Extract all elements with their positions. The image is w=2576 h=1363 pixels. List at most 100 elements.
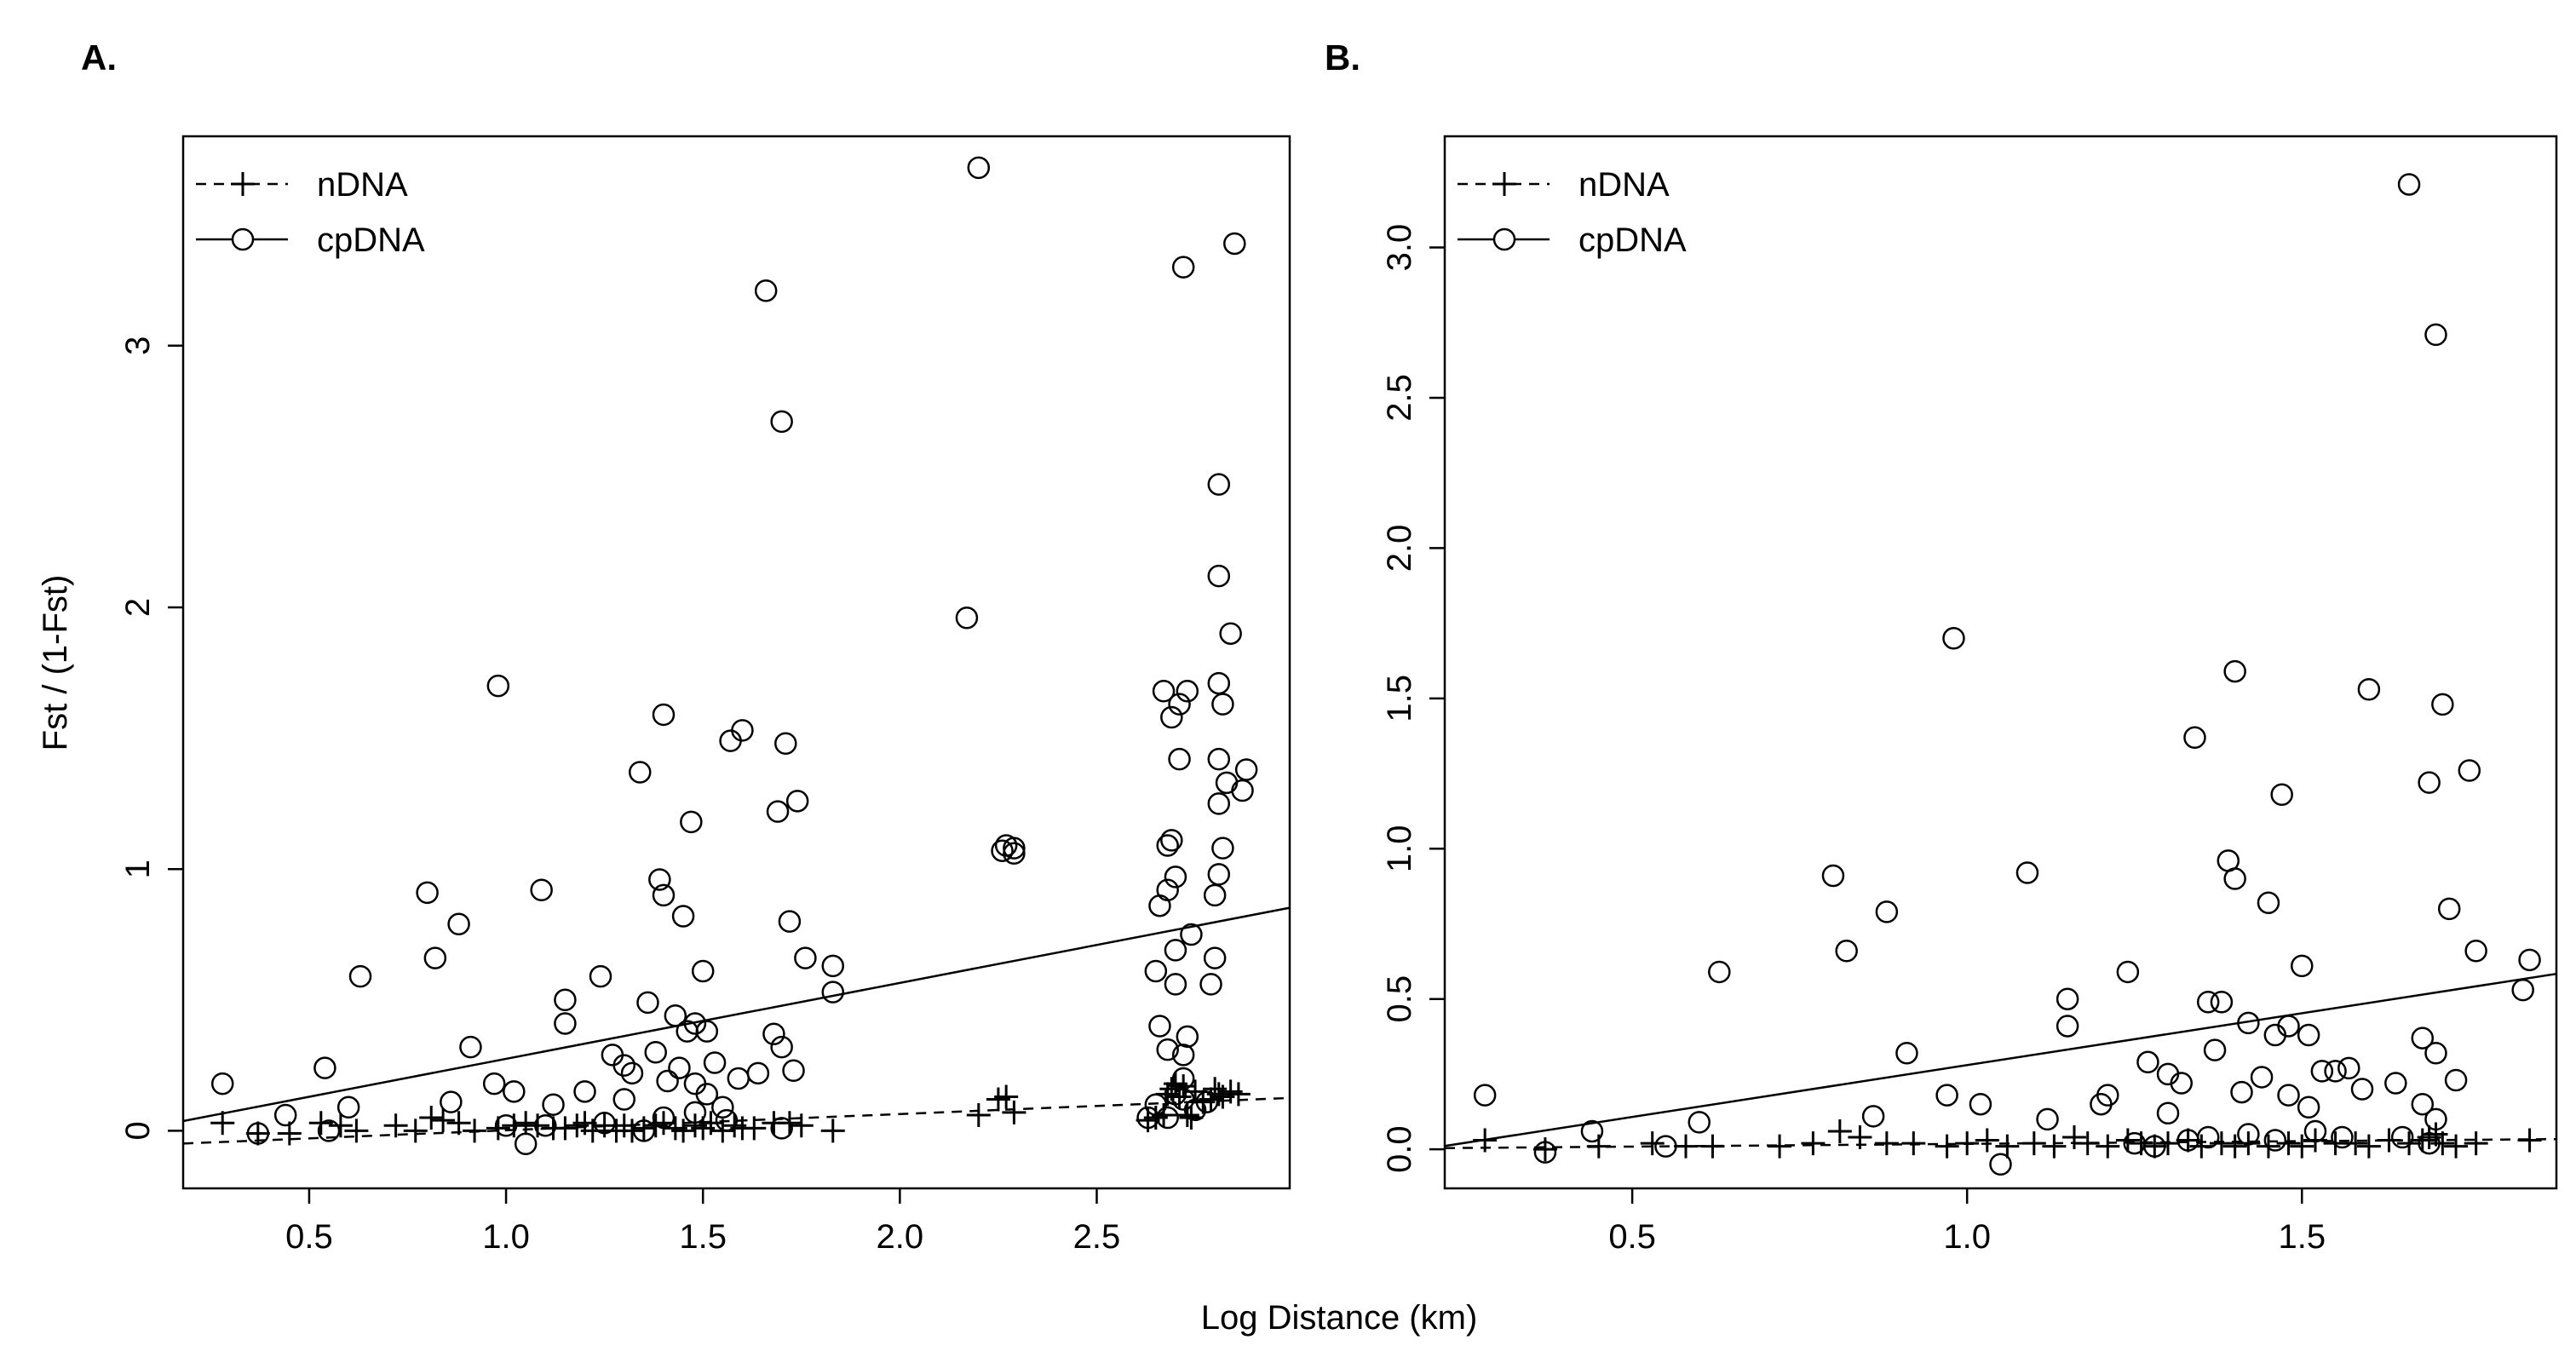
legend-a-cpdna-label: cpDNA (317, 221, 425, 259)
panel-a-cpdna-point (1211, 693, 1234, 716)
panel-a-cpdna-point (821, 954, 845, 978)
panel-a-cpdna-point (652, 703, 676, 727)
panel-a-cpdna-point (459, 1035, 482, 1059)
panel-a-cpdna-point (1156, 834, 1179, 857)
panel-b-ndna-point (2142, 1134, 2167, 1159)
panel-a-cpdna-point (486, 674, 510, 698)
panel-b-ndna-point (1700, 1134, 1725, 1159)
panel-b-cpdna-point (2418, 771, 2441, 794)
panel-b-ndna-point (2075, 1131, 2100, 1156)
panel-a-y-ticks: 0 1 2 3 (119, 336, 183, 1141)
panel-b-ndna-point (2430, 1131, 2455, 1156)
panel-a-cpdna-point (778, 910, 802, 933)
panel-b-ndna-point (2323, 1131, 2348, 1156)
panel-b-plot-frame (1443, 135, 2558, 1190)
panel-b-cpdna-point (1895, 1041, 1918, 1065)
panel-a-y-tick-label: 1 (119, 860, 157, 878)
legend-b-ndna-label: nDNA (1578, 166, 1670, 204)
panel-b-label: B. (1325, 37, 1360, 78)
panel-b-cpdna-point (1989, 1153, 2012, 1176)
panel-b-cpdna-point (2277, 1084, 2300, 1107)
panel-a-ndna-point (1152, 1102, 1176, 1127)
panel-a-cpdna-point (785, 790, 809, 813)
panel-a-ndna-point (486, 1116, 510, 1141)
panel-b-ndna-point (2377, 1128, 2401, 1153)
panel-b-ndna-point (2222, 1134, 2247, 1159)
x-axis-title: Log Distance (km) (1201, 1299, 1478, 1337)
panel-a-ndna-point (710, 1119, 735, 1143)
panel-b-cpdna-point (2056, 1015, 2079, 1038)
panel-a-ndna-point (514, 1111, 538, 1136)
panel-a-cpdna-point (1207, 564, 1231, 588)
panel-b-legend: nDNA cpDNA (1458, 166, 1687, 259)
legend-b-cpdna-label: cpDNA (1578, 221, 1687, 259)
panel-b-cpdna-point (2015, 861, 2039, 884)
panel-b-ndna-point (1640, 1131, 1665, 1156)
panel-a-cpdna-regression-line (182, 906, 1291, 1123)
panel-b-cpdna-point (2357, 678, 2381, 701)
panel-b-cpdna-point (1942, 627, 1965, 650)
panel-a-cpdna-point (1207, 473, 1231, 496)
panel-a-cpdna-point (727, 1067, 750, 1090)
panel-b-cpdna-point (2237, 1011, 2260, 1035)
panel-a-cpdna-point (1168, 747, 1191, 771)
panel-a-cpdna-point (1148, 1015, 1171, 1038)
panel-a-x-tick-label: 2.5 (1073, 1218, 1121, 1256)
panel-a-cpdna-point (703, 1051, 727, 1074)
panel-a-cpdna-point (1203, 946, 1227, 969)
panel-a-cpdna-point (644, 1040, 667, 1064)
panel-a-points (210, 156, 1258, 1156)
panel-b-cpdna-point (2056, 987, 2079, 1010)
panel-b-cpdna-point (2156, 1101, 2180, 1125)
panel-a-cpdna-point (542, 1093, 565, 1116)
panel-a-x-tick-label: 2.0 (877, 1218, 924, 1256)
panel-b-cpdna-point (2424, 323, 2447, 347)
legend-b-plus-marker (1492, 172, 1516, 196)
panel-b-y-tick-label: 2.0 (1381, 525, 1418, 572)
panel-a-cpdna-point (573, 1080, 596, 1103)
panel-a-cpdna-point (1223, 232, 1246, 256)
panel-b-ndna-point (1674, 1134, 1699, 1159)
panel-b-cpdna-point (2136, 1050, 2159, 1074)
panel-a-cpdna-point (348, 964, 372, 988)
panel-b-cpdna-point (2291, 954, 2314, 978)
panel-b-cpdna-point (2263, 1129, 2287, 1152)
panel-b-x-tick-label: 1.5 (2278, 1218, 2326, 1256)
panel-b-ndna-point (2021, 1131, 2046, 1156)
panel-a-ndna-point (1226, 1082, 1251, 1107)
panel-a-cpdna-point (1203, 883, 1227, 907)
panel-a-cpdna-point (636, 991, 659, 1015)
panel-a-x-ticks: 0.5 1.0 1.5 2.0 2.5 (285, 1188, 1120, 1256)
panel-a-cpdna-point (440, 1090, 463, 1113)
panel-a-ndna-point (383, 1113, 408, 1138)
panel-b-cpdna-point (2331, 1125, 2354, 1149)
panel-b-ndna-point (1801, 1131, 1826, 1156)
panel-a-cpdna-point (601, 1044, 624, 1067)
panel-a-ndna-point (277, 1121, 302, 1146)
panel-b-cpdna-point (1835, 939, 1858, 963)
panel-b-cpdna-point (2250, 1066, 2274, 1089)
panel-b-cpdna-point (2196, 990, 2220, 1014)
panel-b-y-tick-label: 2.5 (1381, 374, 1418, 422)
panel-a-cpdna-point (1207, 792, 1231, 815)
panel-b-cpdna-regression-line (1444, 972, 2557, 1147)
panel-b-cpdna-point (2116, 960, 2140, 984)
panel-b-ndna-point (2176, 1128, 2200, 1153)
panel-a-cpdna-point (210, 1072, 234, 1096)
panel-a-cpdna-point (530, 878, 553, 902)
panel-b-points (1473, 173, 2542, 1176)
panel-b-cpdna-point (2170, 1072, 2194, 1095)
panel-a-ndna-point (431, 1108, 456, 1133)
panel-a-cpdna-point (664, 1004, 687, 1027)
panel-a-ndna-point (502, 1113, 526, 1138)
panel-a-ndna-point (1002, 1100, 1026, 1124)
panel-a-cpdna-point (447, 912, 470, 935)
panel-a-cpdna-point (770, 410, 793, 434)
panel-a-ndna-point (1167, 1084, 1192, 1109)
panel-b-ndna-point (2410, 1128, 2435, 1153)
panel-b-ndna-point (2303, 1128, 2327, 1153)
panel-b-cpdna-point (2397, 173, 2421, 196)
panel-a-cpdna-point (668, 1056, 691, 1079)
panel-a-cpdna-point (1144, 959, 1168, 983)
panel-b-y-ticks: 0.0 0.5 1.0 1.5 2.0 2.5 3.0 (1381, 224, 1445, 1173)
